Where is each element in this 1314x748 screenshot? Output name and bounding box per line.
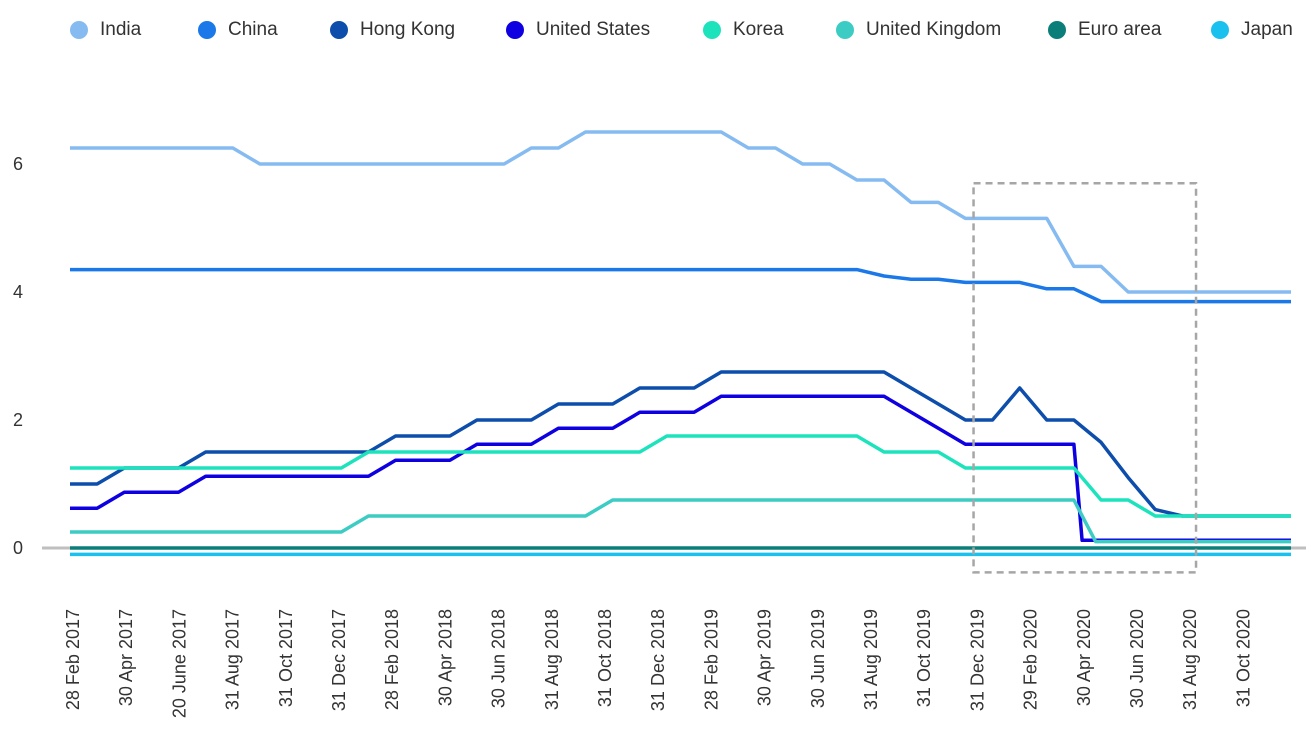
legend-label: Hong Kong [360, 19, 456, 40]
x-tick-label: 31 Dec 2019 [967, 609, 987, 711]
legend-label: United States [536, 19, 651, 40]
series-line-korea [70, 434, 1291, 518]
x-tick-label: 28 Feb 2018 [382, 609, 402, 710]
y-tick-label: 6 [13, 154, 23, 174]
x-tick-label: 31 Dec 2017 [329, 609, 349, 711]
legend-dot-icon [198, 21, 216, 39]
series-line-united-kingdom [70, 498, 1291, 544]
x-tick-label: 28 Feb 2017 [63, 609, 83, 710]
legend-label: Japan [1241, 19, 1293, 40]
legend-item-japan[interactable]: Japan [1211, 16, 1293, 44]
highlight-box [972, 181, 1198, 574]
legend-label: China [228, 19, 278, 40]
x-tick-label: 31 Oct 2017 [276, 609, 296, 707]
x-tick-label: 31 Oct 2018 [595, 609, 615, 707]
x-tick-label: 20 June 2017 [169, 609, 189, 718]
legend-item-united-states[interactable]: United States [506, 16, 650, 44]
legend-dot-icon [836, 21, 854, 39]
y-tick-label: 2 [13, 410, 23, 430]
legend-dot-icon [506, 21, 524, 39]
series-line-hong-kong [70, 370, 1291, 518]
x-tick-label: 31 Aug 2017 [223, 609, 243, 710]
x-tick-label: 30 Apr 2020 [1074, 609, 1094, 706]
x-tick-label: 31 Dec 2018 [648, 609, 668, 711]
legend-label: Korea [733, 19, 784, 40]
legend-label: India [100, 19, 142, 40]
x-tick-label: 30 Apr 2018 [435, 609, 455, 706]
legend-item-united-kingdom[interactable]: United Kingdom [836, 16, 1001, 44]
legend-item-hong-kong[interactable]: Hong Kong [330, 16, 455, 44]
x-tick-label: 31 Aug 2020 [1180, 609, 1200, 710]
legend-label: United Kingdom [866, 19, 1002, 40]
x-tick-label: 31 Oct 2020 [1233, 609, 1253, 707]
series-line-india [70, 130, 1291, 294]
y-tick-label: 4 [13, 282, 23, 302]
legend-dot-icon [1048, 21, 1066, 39]
y-tick-label: 0 [13, 538, 23, 558]
legend: India China Hong Kong United States Korea Uni… [0, 0, 1314, 60]
legend-dot-icon [1211, 21, 1229, 39]
x-tick-label: 28 Feb 2019 [701, 609, 721, 710]
legend-label: Euro area [1078, 19, 1162, 40]
series-line-china [70, 267, 1291, 304]
legend-dot-icon [70, 21, 88, 39]
x-tick-label: 30 Jun 2020 [1127, 609, 1147, 708]
series-line-united-states [70, 394, 1291, 543]
x-tick-label: 31 Oct 2019 [914, 609, 934, 707]
x-tick-label: 30 Apr 2017 [116, 609, 136, 706]
x-tick-label: 30 Jun 2018 [489, 609, 509, 708]
legend-dot-icon [703, 21, 721, 39]
x-tick-label: 30 Apr 2019 [755, 609, 775, 706]
x-tick-label: 29 Feb 2020 [1021, 609, 1041, 710]
x-tick-label: 30 Jun 2019 [808, 609, 828, 708]
legend-item-india[interactable]: India [70, 16, 141, 44]
legend-item-china[interactable]: China [198, 16, 278, 44]
legend-item-euro-area[interactable]: Euro area [1048, 16, 1161, 44]
legend-dot-icon [330, 21, 348, 39]
legend-item-korea[interactable]: Korea [703, 16, 784, 44]
x-tick-label: 31 Aug 2019 [861, 609, 881, 710]
x-tick-label: 31 Aug 2018 [542, 609, 562, 710]
